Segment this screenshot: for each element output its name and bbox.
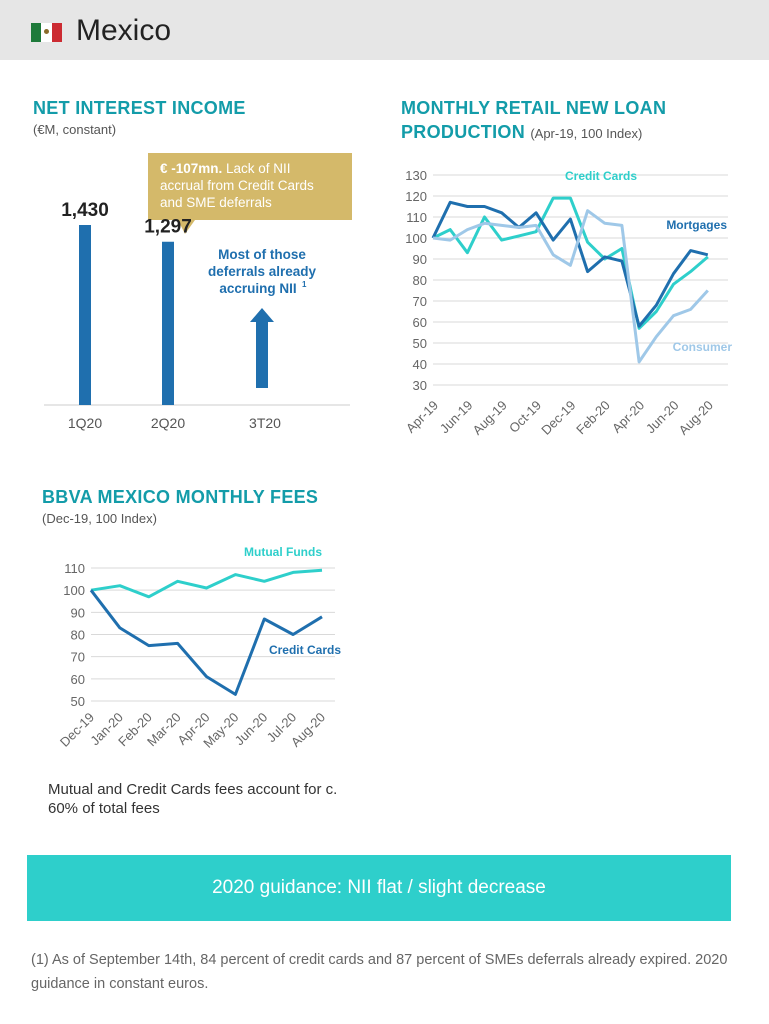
loans-xtick-2: Aug-19: [470, 398, 510, 438]
fees-ytick-6: 110: [64, 561, 85, 576]
loans-series-0-label: Credit Cards: [565, 169, 637, 183]
fees-series-1-label: Credit Cards: [269, 643, 341, 657]
arrow-label-sup: 1: [302, 280, 307, 289]
fees-note: Mutual and Credit Cards fees account for…: [48, 781, 338, 817]
mexico-flag-icon: [31, 23, 62, 42]
loans-xtick-3: Oct-19: [506, 398, 544, 436]
fees-xtick-0: Dec-19: [57, 710, 97, 750]
arrow-label-1: Most of those: [218, 247, 306, 262]
loans-series-1-line: [431, 200, 709, 328]
nii-callout: € -107mn. Lack of NII accrual from Credi…: [148, 153, 352, 234]
footnote: (1) As of September 14th, 84 percent of …: [31, 952, 728, 992]
loans-ytick-6: 90: [413, 252, 427, 267]
nii-value-label-1: 1,297: [144, 217, 192, 238]
loans-xtick-5: Feb-20: [573, 398, 613, 438]
loans-ytick-4: 70: [413, 294, 427, 309]
loans-title-line2: PRODUCTION: [401, 122, 525, 142]
nii-xtick-0: 1Q20: [68, 415, 102, 431]
nii-bar-1: [162, 241, 174, 405]
callout-line-2: accrual from Credit Cards: [160, 178, 314, 193]
loans-xtick-1: Jun-19: [437, 398, 476, 437]
arrow-label-2: deferrals already: [208, 264, 317, 279]
fees-ytick-2: 70: [71, 650, 85, 665]
fees-series-0-line: [90, 568, 323, 599]
loans-ytick-1: 40: [413, 357, 427, 372]
fees-ytick-1: 60: [71, 672, 85, 687]
loans-xtick-4: Dec-19: [538, 398, 578, 438]
loans-ytick-3: 60: [413, 315, 427, 330]
nii-arrow-annotation: Most of those deferrals already accruing…: [208, 247, 317, 388]
loans-ytick-9: 120: [405, 189, 427, 204]
loans-title-line1: MONTHLY RETAIL NEW LOAN: [401, 98, 667, 118]
nii-bar-0: [79, 225, 91, 405]
nii-bars: 1Q20 1,430 2Q20 1,297 3T20: [61, 200, 281, 431]
loans-xtick-7: Jun-20: [643, 398, 682, 437]
nii-title: NET INTEREST INCOME: [33, 98, 246, 118]
page-header: Mexico: [0, 0, 769, 60]
callout-bold: € -107mn.: [160, 161, 222, 176]
fees-series-0-label: Mutual Funds: [244, 545, 322, 559]
guidance-banner: 2020 guidance: NII flat / slight decreas…: [27, 855, 731, 921]
callout-line-1: € -107mn. Lack of NII: [160, 161, 291, 176]
loans-ytick-8: 110: [406, 210, 427, 225]
nii-xtick-1: 2Q20: [151, 415, 185, 431]
loans-ytick-10: 130: [405, 168, 427, 183]
loans-xtick-8: Aug-20: [676, 398, 716, 438]
loans-series-2-label: Consumer: [673, 340, 733, 354]
fees-ytick-5: 100: [63, 583, 85, 598]
up-arrow-icon: [250, 308, 274, 388]
nii-subtitle: (€M, constant): [33, 122, 117, 137]
loans-series-2-line: [432, 209, 709, 364]
fees-ytick-4: 90: [71, 605, 85, 620]
fees-subtitle: (Dec-19, 100 Index): [42, 511, 157, 526]
loans-xtick-0: Apr-19: [403, 398, 441, 436]
loans-ytick-5: 80: [413, 273, 427, 288]
loans-ytick-7: 100: [405, 231, 427, 246]
fees-chart: 5060708090100110Dec-19Jan-20Feb-20Mar-20…: [57, 545, 341, 751]
loans-ytick-2: 50: [413, 336, 427, 351]
arrow-label-3: accruing NII: [219, 281, 296, 296]
nii-value-label-0: 1,430: [61, 200, 109, 221]
loans-xtick-6: Apr-20: [609, 398, 647, 436]
fees-xtick-6: Jun-20: [232, 710, 271, 749]
loans-chart: 30405060708090100110120130Apr-19Jun-19Au…: [403, 168, 732, 438]
callout-box: [148, 153, 352, 234]
page-title: Mexico: [76, 14, 172, 47]
callout-rest-1: Lack of NII: [222, 161, 290, 176]
nii-xtick-2: 3T20: [249, 415, 281, 431]
loans-ytick-0: 30: [413, 378, 427, 393]
loans-series-0-line: [432, 196, 709, 330]
loans-title-line2-wrap: PRODUCTION (Apr-19, 100 Index): [401, 122, 642, 143]
fees-ytick-3: 80: [71, 628, 85, 643]
callout-line-3: and SME deferrals: [160, 195, 272, 210]
loans-series-1-label: Mortgages: [666, 218, 727, 232]
fees-ytick-0: 50: [71, 694, 85, 709]
fees-series-1-line: [89, 589, 323, 696]
charts-canvas: € -107mn. Lack of NII accrual from Credi…: [44, 153, 732, 751]
loans-subtitle: (Apr-19, 100 Index): [530, 126, 643, 141]
fees-title: BBVA MEXICO MONTHLY FEES: [42, 487, 319, 507]
